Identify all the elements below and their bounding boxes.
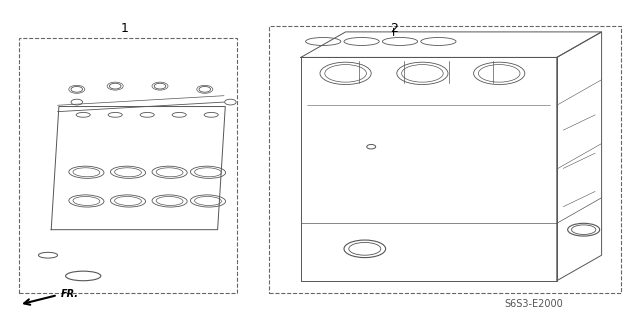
Text: FR.: FR. (61, 289, 79, 299)
Text: S6S3-E2000: S6S3-E2000 (504, 300, 563, 309)
Text: 1: 1 (121, 22, 129, 35)
Bar (269, 26, 621, 293)
Bar (19, 38, 237, 293)
Text: 2: 2 (390, 22, 397, 35)
